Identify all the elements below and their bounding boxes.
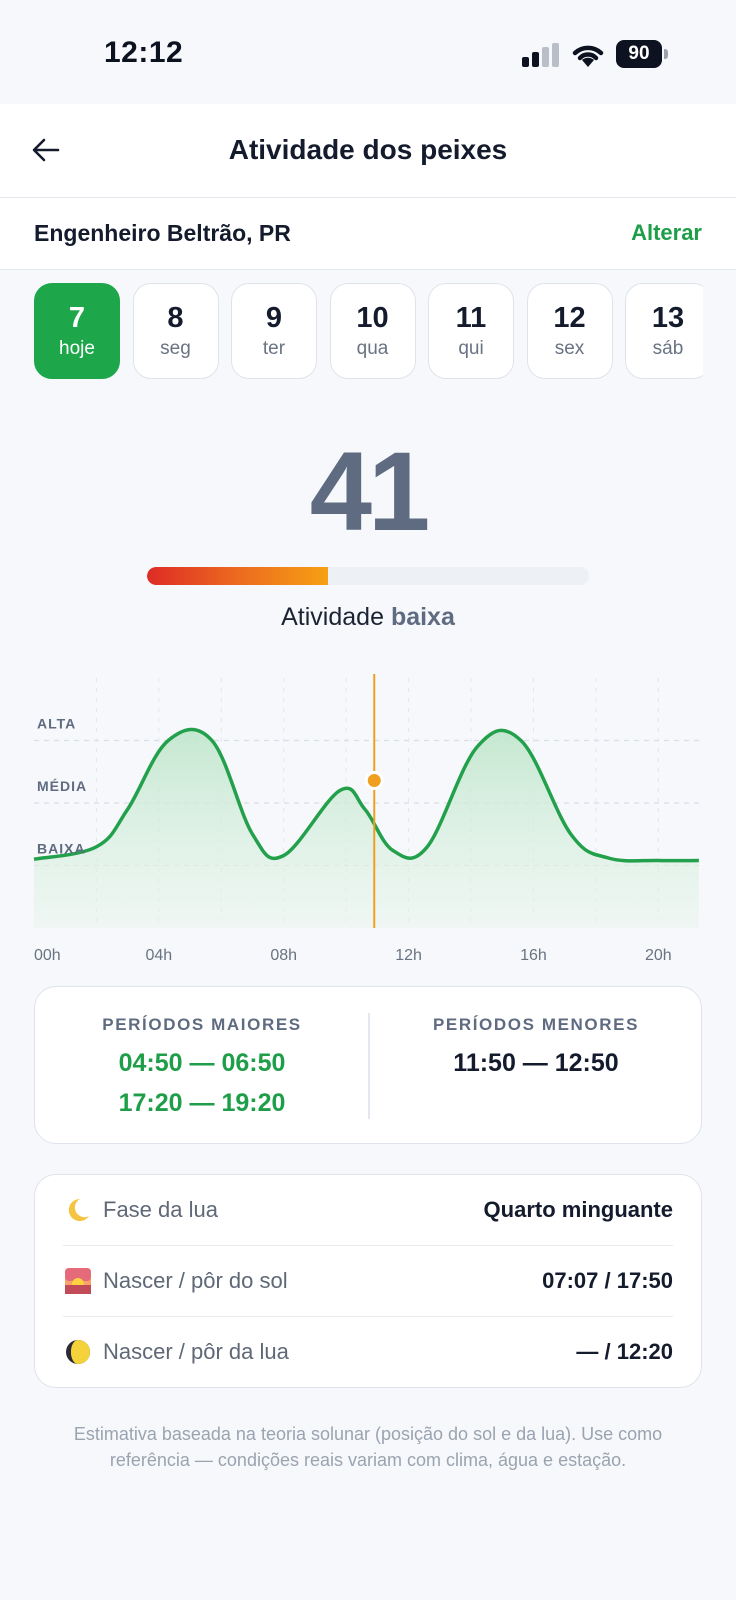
major-period-time: 17:20 — 19:20 bbox=[118, 1089, 286, 1117]
day-label: qui bbox=[458, 338, 484, 359]
info-label: Nascer / pôr da lua bbox=[103, 1339, 289, 1364]
info-value: Quarto minguante bbox=[483, 1197, 673, 1222]
moon-phase-icon bbox=[66, 1340, 90, 1364]
day-label: sex bbox=[554, 338, 585, 359]
day-number: 8 bbox=[167, 302, 184, 334]
minor-periods-title: PERÍODOS MENORES bbox=[432, 1015, 640, 1034]
periods-card: PERÍODOS MAIORES 04:50 — 06:50 17:20 — 1… bbox=[34, 986, 702, 1144]
info-value: — / 12:20 bbox=[576, 1339, 673, 1364]
x-tick-label: 00h bbox=[34, 947, 61, 960]
day-button-2[interactable]: 9 ter bbox=[231, 283, 317, 379]
y-level-label: ALTA bbox=[37, 716, 76, 732]
change-location-button[interactable]: Alterar bbox=[631, 220, 702, 245]
activity-gauge-fill bbox=[147, 567, 329, 585]
sun-row: Nascer / pôr do sol 07:07 / 17:50 bbox=[63, 1246, 673, 1317]
wifi-icon bbox=[572, 45, 604, 67]
location-name: Engenheiro Beltrão, PR bbox=[34, 220, 291, 246]
y-level-label: BAIXA bbox=[37, 841, 86, 857]
arrow-left-icon bbox=[32, 138, 60, 162]
moon-phase-row: Fase da lua Quarto minguante bbox=[63, 1175, 673, 1246]
activity-label-prefix: Atividade bbox=[281, 603, 384, 631]
moon-rise-row: Nascer / pôr da lua — / 12:20 bbox=[63, 1317, 673, 1388]
day-number: 13 bbox=[651, 302, 685, 334]
day-number: 12 bbox=[553, 302, 586, 334]
major-periods: PERÍODOS MAIORES 04:50 — 06:50 17:20 — 1… bbox=[35, 987, 369, 1143]
page-title: Atividade dos peixes bbox=[228, 134, 508, 165]
x-tick-label: 12h bbox=[395, 947, 422, 960]
sunrise-icon bbox=[65, 1268, 91, 1294]
day-button-0[interactable]: 7 hoje bbox=[34, 283, 120, 379]
activity-gauge bbox=[147, 567, 589, 585]
activity-label: Atividade baixa bbox=[0, 603, 736, 632]
day-label: ter bbox=[262, 338, 286, 359]
battery-icon: 90 bbox=[616, 40, 668, 68]
major-period-time: 04:50 — 06:50 bbox=[118, 1049, 286, 1077]
period-divider bbox=[368, 1013, 370, 1119]
day-button-5[interactable]: 12 sex bbox=[526, 283, 613, 379]
battery-level: 90 bbox=[616, 40, 662, 68]
moon-crescent-icon bbox=[68, 1198, 89, 1221]
disclaimer-text: Estimativa baseada na teoria solunar (po… bbox=[73, 1424, 663, 1470]
y-level-label: MÉDIA bbox=[37, 778, 87, 794]
day-selector: 7 hoje 8 seg 9 ter 10 qua 11 qui 12 sex 13 sáb bbox=[34, 283, 703, 381]
day-label: qua bbox=[356, 338, 389, 359]
back-button[interactable] bbox=[26, 130, 66, 170]
day-label: seg bbox=[160, 338, 191, 359]
info-value: 07:07 / 17:50 bbox=[542, 1268, 673, 1293]
activity-score: 41 bbox=[309, 429, 431, 554]
x-tick-label: 04h bbox=[146, 947, 173, 960]
day-number: 9 bbox=[265, 302, 283, 334]
app-bar: Atividade dos peixes bbox=[0, 104, 736, 198]
cellular-signal-icon bbox=[522, 43, 560, 67]
current-time-marker bbox=[364, 771, 384, 790]
activity-chart: ALTA MÉDIA BAIXA 00h 04h 08h 12h 16h 20h bbox=[33, 674, 702, 960]
info-label: Nascer / pôr do sol bbox=[103, 1268, 288, 1293]
minor-period-time: 11:50 — 12:50 bbox=[453, 1049, 619, 1077]
day-label: sáb bbox=[652, 338, 684, 359]
activity-area bbox=[34, 729, 699, 928]
astro-info-card: Fase da lua Quarto minguante Nascer / pô… bbox=[34, 1174, 702, 1388]
status-time: 12:12 bbox=[104, 36, 184, 69]
x-tick-label: 20h bbox=[645, 947, 672, 960]
day-button-3[interactable]: 10 qua bbox=[329, 283, 416, 379]
minor-periods: PERÍODOS MENORES 11:50 — 12:50 bbox=[369, 987, 703, 1143]
info-label: Fase da lua bbox=[103, 1197, 218, 1222]
day-button-4[interactable]: 11 qui bbox=[428, 283, 514, 379]
day-button-6[interactable]: 13 sáb bbox=[625, 283, 703, 379]
x-tick-label: 08h bbox=[270, 947, 297, 960]
major-periods-title: PERÍODOS MAIORES bbox=[102, 1015, 302, 1034]
day-number: 10 bbox=[356, 302, 389, 334]
day-number: 7 bbox=[68, 302, 86, 334]
day-number: 11 bbox=[455, 302, 487, 334]
activity-level: baixa bbox=[390, 603, 455, 631]
status-bar: 12:12 90 bbox=[0, 0, 736, 104]
activity-line bbox=[33, 727, 699, 863]
day-button-1[interactable]: 8 seg bbox=[132, 283, 219, 379]
day-label: hoje bbox=[59, 338, 95, 359]
location-bar: Engenheiro Beltrão, PR Alterar bbox=[0, 198, 736, 270]
x-tick-label: 16h bbox=[520, 947, 547, 960]
